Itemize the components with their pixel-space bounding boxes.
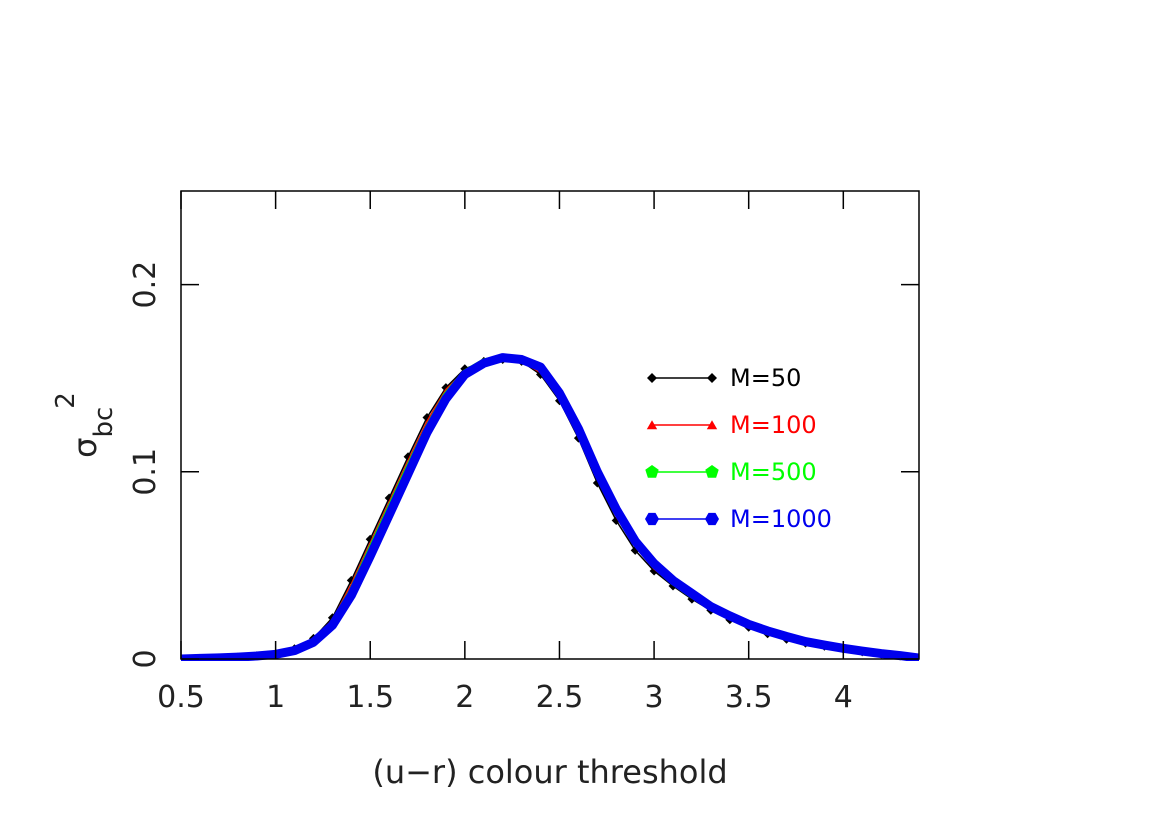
plot-area — [181, 353, 919, 661]
y-tick-label: 0 — [128, 649, 163, 668]
x-tick-labels: 0.5 1 1.5 2 2.5 3 3.5 4 — [157, 680, 853, 715]
y-tick-label: 0.2 — [128, 261, 163, 309]
legend-item: M=100 — [646, 411, 817, 439]
legend-item: M=500 — [645, 458, 817, 486]
legend: M=50 M=100 M=500 M=1000 — [645, 364, 832, 533]
x-tick-label: 1 — [266, 680, 285, 715]
legend-marker — [645, 512, 659, 526]
legend-label: M=100 — [730, 411, 817, 439]
legend-marker — [646, 420, 658, 430]
legend-item: M=1000 — [645, 505, 832, 533]
series-line — [181, 353, 919, 661]
x-tick-label: 0.5 — [157, 680, 205, 715]
legend-marker — [645, 465, 659, 478]
legend-marker — [706, 420, 718, 430]
y-axis-title-superscript: 2 — [51, 392, 81, 409]
axis-ticks — [180, 191, 919, 660]
series-layer — [181, 353, 919, 661]
x-axis-title: (u−r) colour threshold — [372, 753, 727, 791]
x-tick-label: 3 — [645, 680, 664, 715]
x-tick-label: 2 — [455, 680, 474, 715]
plot-frame — [180, 190, 920, 660]
legend-marker — [707, 373, 717, 383]
y-tick-label: 0.1 — [128, 448, 163, 496]
y-axis-title-subscript: bc — [89, 407, 119, 438]
legend-marker — [705, 512, 719, 526]
svg-text:σbc2: σbc 2 — [51, 392, 119, 458]
series-M=1000 — [181, 353, 919, 661]
y-axis-title: σbc 2 — [51, 392, 119, 458]
legend-marker — [705, 465, 719, 478]
x-tick-label: 1.5 — [346, 680, 394, 715]
y-tick-labels: 0 0.1 0.2 — [128, 261, 163, 669]
x-tick-label: 4 — [834, 680, 853, 715]
x-tick-label: 2.5 — [536, 680, 584, 715]
legend-marker — [647, 373, 657, 383]
legend-label: M=50 — [730, 364, 801, 392]
y-axis-title-base: σ — [66, 438, 104, 458]
legend-label: M=500 — [730, 458, 817, 486]
legend-label: M=1000 — [730, 505, 832, 533]
legend-item: M=50 — [647, 364, 801, 392]
x-tick-label: 3.5 — [725, 680, 773, 715]
